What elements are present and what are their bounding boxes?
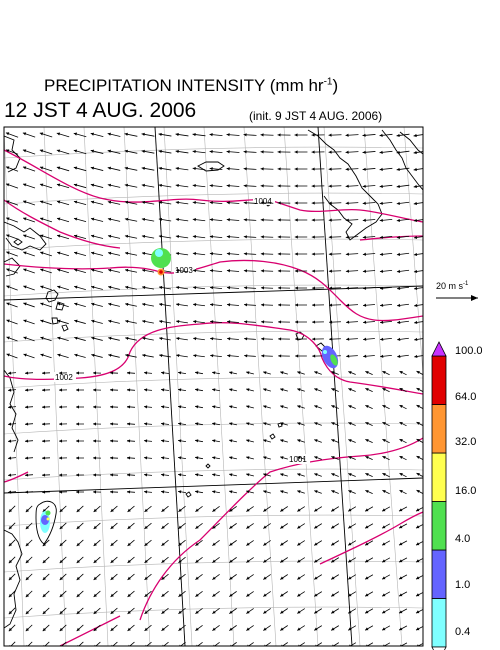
map-title: PRECIPITATION INTENSITY (mm hr-1) <box>44 76 339 95</box>
colorbar-level-label: 100.0 <box>455 345 483 357</box>
isobar-label-1001: 1001 <box>289 455 307 464</box>
colorbar-level-label: 32.0 <box>455 436 477 448</box>
isobar-1004 <box>4 149 423 223</box>
isobar-label-1002: 1002 <box>55 373 73 382</box>
isobars <box>4 149 423 646</box>
isobar-1004-b <box>4 199 121 249</box>
colorbar-segment-4 <box>431 404 447 454</box>
colorbar <box>431 341 447 650</box>
colorbar-segment-0 <box>431 598 447 648</box>
colorbar-level-label: 0.4 <box>455 626 471 638</box>
colorbar-under-triangle <box>431 646 447 650</box>
isobar-1001-b <box>319 511 423 565</box>
init-time-label: (init. 9 JST 4 AUG. 2006) <box>249 109 383 123</box>
colorbar-segment-2 <box>431 501 447 551</box>
colorbar-level-label: 4.0 <box>455 533 471 545</box>
colorbar-segment-3 <box>431 452 447 502</box>
isobar-1003-b <box>359 235 423 241</box>
colorbar-segment-1 <box>431 549 447 599</box>
wind-vectors <box>5 132 423 646</box>
isobar-1000 <box>59 615 121 646</box>
precipitation-cells <box>40 248 339 533</box>
isobar-label-1003: 1003 <box>175 266 193 275</box>
isobar-1003 <box>4 259 423 322</box>
colorbar-segment-5 <box>431 355 447 405</box>
colorbar-level-label: 16.0 <box>455 485 477 497</box>
valid-time-label: 12 JST 4 AUG. 2006 <box>4 99 197 122</box>
isobar-label-1004: 1004 <box>254 197 272 206</box>
lat-lon-graticule <box>4 127 423 646</box>
isobar-1001 <box>139 437 423 621</box>
wind-reference-label: 20 m s-1 <box>436 281 469 291</box>
isobar-1002 <box>4 322 423 395</box>
map-frame <box>3 126 424 647</box>
colorbar-over-triangle <box>431 341 447 357</box>
isobar-1001-c <box>4 471 29 483</box>
colorbar-level-label: 1.0 <box>455 579 471 591</box>
colorbar-level-label: 64.0 <box>455 391 477 403</box>
